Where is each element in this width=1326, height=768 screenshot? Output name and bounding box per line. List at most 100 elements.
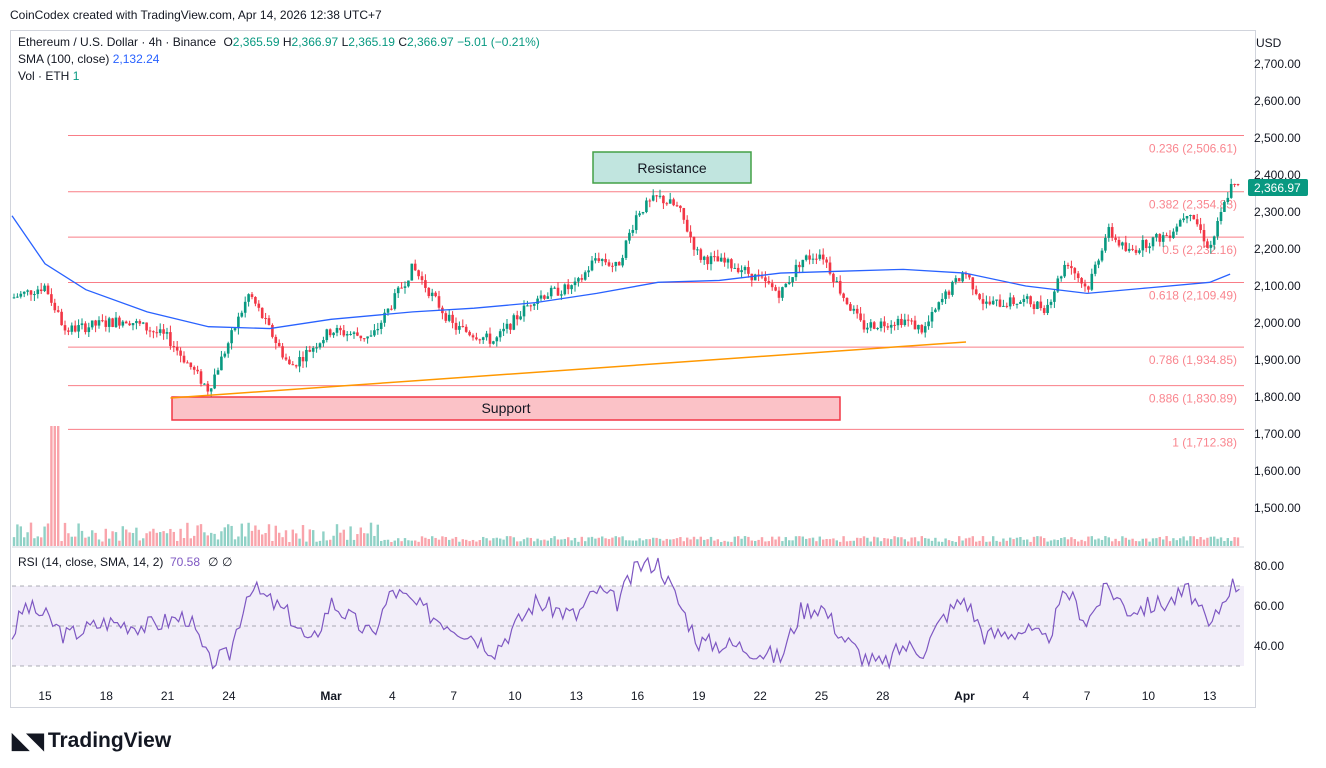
volume-bar-165 xyxy=(573,537,577,546)
candle-body-291 xyxy=(1002,305,1005,307)
fib-label-0: 0.236 (2,506.61) xyxy=(1149,142,1237,156)
candles xyxy=(12,178,1240,397)
candle-body-30 xyxy=(114,317,118,327)
volume-bar-118 xyxy=(414,540,417,546)
candle-body-146 xyxy=(509,323,512,330)
volume-bar-244 xyxy=(842,536,845,546)
candle-body-171 xyxy=(594,258,597,261)
candle-body-19 xyxy=(77,325,80,332)
price-tick-1: 2,600.00 xyxy=(1254,94,1301,108)
volume-bar-173 xyxy=(601,536,604,546)
candle-body-77 xyxy=(274,336,278,343)
open-label: O xyxy=(223,35,233,49)
volume-bar-133 xyxy=(465,539,468,546)
candle-body-148 xyxy=(515,315,519,320)
volume-bar-115 xyxy=(403,538,407,546)
close-value: 2,366.97 xyxy=(407,35,454,49)
volume-bar-218 xyxy=(754,540,757,546)
candle-body-69 xyxy=(247,294,250,302)
volume-bar-39 xyxy=(145,533,148,546)
volume-bar-69 xyxy=(247,522,250,546)
volume-bar-150 xyxy=(522,539,526,546)
candle-body-277 xyxy=(954,278,958,282)
zone-box-0 xyxy=(592,151,752,184)
candle-body-62 xyxy=(223,353,227,357)
volume-bar-240 xyxy=(828,539,832,546)
candle-body-71 xyxy=(254,297,257,304)
candle-body-207 xyxy=(716,256,720,262)
volume-bar-245 xyxy=(845,541,849,546)
candle-body-135 xyxy=(471,335,475,338)
volume-bar-141 xyxy=(492,538,495,546)
candle-body-53 xyxy=(192,367,196,370)
sma-label: SMA (100, close) xyxy=(18,52,110,66)
candle-body-138 xyxy=(481,337,485,340)
volume-bar-143 xyxy=(499,538,502,546)
volume-bar-292 xyxy=(1005,540,1008,546)
volume-bar-191 xyxy=(662,540,665,546)
high-label: H xyxy=(282,35,292,49)
currency-label: USD xyxy=(1256,36,1282,50)
volume-bar-71 xyxy=(254,525,257,546)
volume-bar-161 xyxy=(560,539,563,546)
volume-bar-76 xyxy=(271,540,274,546)
candle-body-80 xyxy=(284,357,288,360)
volume-bar-230 xyxy=(794,536,798,546)
fib-label-2: 0.5 (2,232.16) xyxy=(1162,243,1237,257)
candle-body-218 xyxy=(753,274,757,281)
volume-bar-307 xyxy=(1056,540,1059,546)
volume-bar-247 xyxy=(852,540,855,546)
last-price-box xyxy=(1248,179,1308,196)
candle-body-29 xyxy=(111,318,114,327)
volume-bar-153 xyxy=(533,541,536,546)
volume-label: Vol · ETH xyxy=(18,69,70,83)
volume-bar-125 xyxy=(437,539,441,546)
candle-body-113 xyxy=(396,287,400,294)
date-tick-0: 15 xyxy=(38,689,52,703)
candle-body-245 xyxy=(845,297,849,305)
volume-bar-108 xyxy=(380,540,383,546)
volume-bar-260 xyxy=(896,537,900,546)
volume-bar-214 xyxy=(740,538,743,546)
candle-body-79 xyxy=(281,346,284,358)
candle-body-259 xyxy=(893,324,896,326)
volume-bar-183 xyxy=(635,540,638,546)
candle-body-345 xyxy=(1185,216,1189,219)
candle-body-11 xyxy=(50,294,53,303)
candle-body-306 xyxy=(1053,291,1056,302)
volume-bar-96 xyxy=(339,532,342,546)
brand-name: TradingView xyxy=(47,729,172,752)
candle-body-287 xyxy=(988,301,992,305)
volume-bar-205 xyxy=(709,536,713,546)
volume-bar-302 xyxy=(1039,536,1042,546)
volume-bar-276 xyxy=(951,541,954,546)
candle-body-350 xyxy=(1202,230,1206,242)
candle-body-12 xyxy=(53,302,57,311)
candle-body-190 xyxy=(658,195,662,197)
candle-body-68 xyxy=(243,301,247,313)
volume-bar-241 xyxy=(832,538,835,546)
candle-body-54 xyxy=(196,369,199,372)
candle-body-105 xyxy=(369,335,373,337)
volume-bar-305 xyxy=(1049,540,1053,546)
date-tick-17: 10 xyxy=(1142,689,1156,703)
candle-body-294 xyxy=(1012,297,1015,305)
volume-bar-80 xyxy=(284,530,288,546)
volume-bar-201 xyxy=(696,539,699,546)
candle-body-131 xyxy=(458,326,461,330)
candle-body-236 xyxy=(815,258,818,260)
candle-body-326 xyxy=(1121,242,1124,246)
candle-body-123 xyxy=(430,292,434,297)
rsi-pane: 80.00 60.00 40.00 xyxy=(11,546,1284,670)
price-tick-2: 2,500.00 xyxy=(1254,131,1301,145)
candle-body-129 xyxy=(451,314,454,323)
volume-bar-279 xyxy=(961,540,964,546)
volume-bar-128 xyxy=(448,539,451,546)
candle-body-35 xyxy=(131,323,135,326)
volume-bar-22 xyxy=(87,536,90,546)
volume-bar-213 xyxy=(737,536,740,546)
candle-body-99 xyxy=(349,333,352,335)
candle-body-238 xyxy=(821,254,825,260)
price-tick-5: 2,200.00 xyxy=(1254,242,1301,256)
